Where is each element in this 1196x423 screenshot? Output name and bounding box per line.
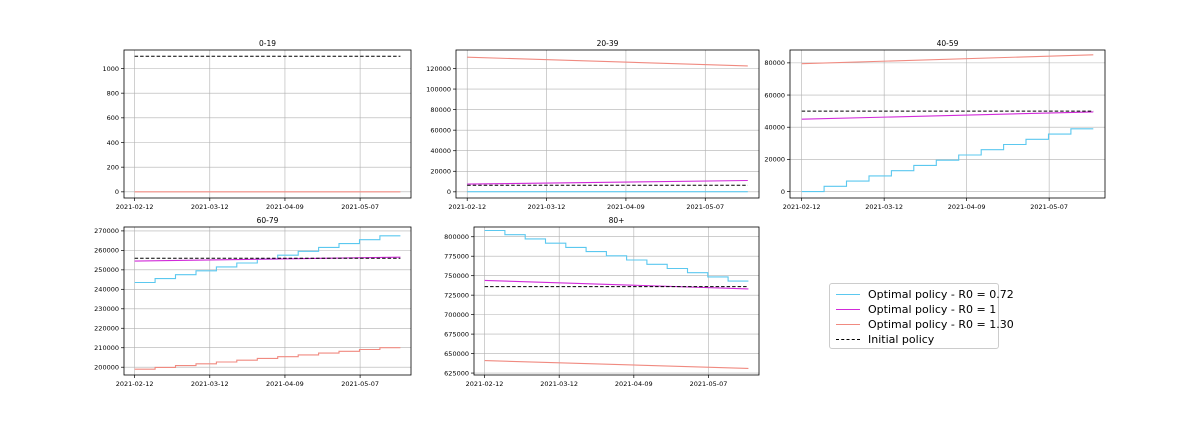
legend-label-initial: Initial policy [868, 333, 935, 346]
x-tick-label: 2021-03-12 [540, 380, 578, 388]
subplot-title: 20-39 [597, 39, 619, 48]
x-tick-label: 2021-04-09 [607, 203, 645, 211]
y-tick-label: 800 [107, 89, 119, 97]
y-tick-label: 0 [781, 188, 785, 196]
y-tick-label: 675000 [444, 330, 469, 338]
x-tick-label: 2021-02-12 [783, 203, 821, 211]
y-tick-label: 40000 [430, 147, 451, 155]
series-line-r1 [467, 179, 748, 185]
y-tick-label: 20000 [430, 168, 451, 176]
y-tick-label: 1000 [102, 65, 119, 73]
y-tick-label: 210000 [94, 344, 119, 352]
x-tick-label: 2021-03-12 [865, 203, 903, 211]
plot-frame [789, 49, 1106, 199]
plot-frame [123, 49, 412, 199]
legend-item-r1: Optimal policy - R0 = 1 [836, 302, 996, 317]
subplot-title: 40-59 [937, 39, 959, 48]
subplot-title: 80+ [609, 216, 625, 225]
y-tick-label: 0 [447, 188, 451, 196]
series-line-r1 [801, 111, 1094, 120]
subplot-title: 60-79 [257, 216, 279, 225]
legend-swatch-r1 [836, 309, 860, 310]
series-line-r072 [484, 229, 749, 282]
y-tick-label: 220000 [94, 325, 119, 333]
plot-frame [123, 226, 412, 376]
plot-frame [455, 49, 760, 199]
x-tick-label: 2021-03-12 [528, 203, 566, 211]
y-tick-label: 240000 [94, 286, 119, 294]
legend-item-r130: Optimal policy - R0 = 1.30 [836, 317, 1014, 332]
series-line-r130 [484, 360, 749, 369]
series-line-r130 [801, 54, 1094, 65]
x-tick-label: 2021-05-07 [341, 380, 379, 388]
y-tick-label: 60000 [430, 126, 451, 134]
plot-frame [473, 226, 760, 376]
legend-item-r072: Optimal policy - R0 = 0.72 [836, 287, 1014, 302]
legend-item-initial: Initial policy [836, 332, 934, 347]
x-tick-label: 2021-05-07 [686, 203, 724, 211]
legend-swatch-r130 [836, 324, 860, 325]
y-tick-label: 625000 [444, 369, 469, 377]
subplot-3: 2021-02-12 2021-03-12 2021-04-09 2021-05-07… [764, 39, 1106, 211]
series-line-r130 [467, 56, 748, 67]
legend-label-r130: Optimal policy - R0 = 1.30 [868, 318, 1014, 331]
y-tick-label: 750000 [444, 272, 469, 280]
y-tick-label: 725000 [444, 291, 469, 299]
y-tick-label: 230000 [94, 305, 119, 313]
x-tick-label: 2021-05-07 [690, 380, 728, 388]
x-tick-label: 2021-04-09 [615, 380, 653, 388]
y-tick-label: 650000 [444, 350, 469, 358]
series-line-r1 [484, 279, 749, 290]
y-tick-label: 80000 [764, 59, 785, 67]
x-tick-label: 2021-02-12 [448, 203, 486, 211]
y-tick-label: 700000 [444, 311, 469, 319]
y-tick-label: 100000 [426, 85, 451, 93]
y-tick-label: 0 [115, 188, 119, 196]
y-tick-label: 400 [107, 139, 119, 147]
series-line-r072 [801, 128, 1094, 193]
x-tick-label: 2021-03-12 [191, 203, 229, 211]
x-tick-label: 2021-05-07 [341, 203, 379, 211]
subplot-title: 0-19 [259, 39, 276, 48]
subplot-2: 2021-02-12 2021-03-12 2021-04-09 2021-05-07… [426, 39, 760, 211]
legend-label-r072: Optimal policy - R0 = 0.72 [868, 288, 1014, 301]
legend-label-r1: Optimal policy - R0 = 1 [868, 303, 997, 316]
legend-swatch-initial [836, 339, 860, 340]
y-tick-label: 775000 [444, 253, 469, 261]
x-tick-label: 2021-04-09 [266, 380, 304, 388]
x-tick-label: 2021-02-12 [466, 380, 504, 388]
x-tick-label: 2021-04-09 [266, 203, 304, 211]
x-tick-label: 2021-04-09 [948, 203, 986, 211]
subplot-5: 2021-02-12 2021-03-12 2021-04-09 2021-05-07… [444, 216, 760, 388]
x-tick-label: 2021-05-07 [1030, 203, 1068, 211]
y-tick-label: 600 [107, 114, 119, 122]
series-line-r130 [134, 347, 401, 370]
y-tick-label: 800000 [444, 233, 469, 241]
y-tick-label: 40000 [764, 124, 785, 132]
y-tick-label: 270000 [94, 227, 119, 235]
y-tick-label: 80000 [430, 106, 451, 114]
x-tick-label: 2021-02-12 [116, 380, 154, 388]
y-tick-label: 60000 [764, 91, 785, 99]
y-tick-label: 20000 [764, 156, 785, 164]
x-tick-label: 2021-02-12 [116, 203, 154, 211]
subplot-1: 2021-02-12 2021-03-12 2021-04-09 2021-05-07… [102, 39, 412, 211]
legend: Optimal policy - R0 = 0.72 Optimal polic… [829, 283, 1014, 349]
legend-swatch-r072 [836, 294, 860, 295]
subplot-4: 2021-02-12 2021-03-12 2021-04-09 2021-05-07… [94, 216, 412, 388]
y-tick-label: 200 [107, 163, 119, 171]
y-tick-label: 120000 [426, 65, 451, 73]
y-tick-label: 260000 [94, 247, 119, 255]
x-tick-label: 2021-03-12 [191, 380, 229, 388]
y-tick-label: 250000 [94, 266, 119, 274]
y-tick-label: 200000 [94, 364, 119, 372]
